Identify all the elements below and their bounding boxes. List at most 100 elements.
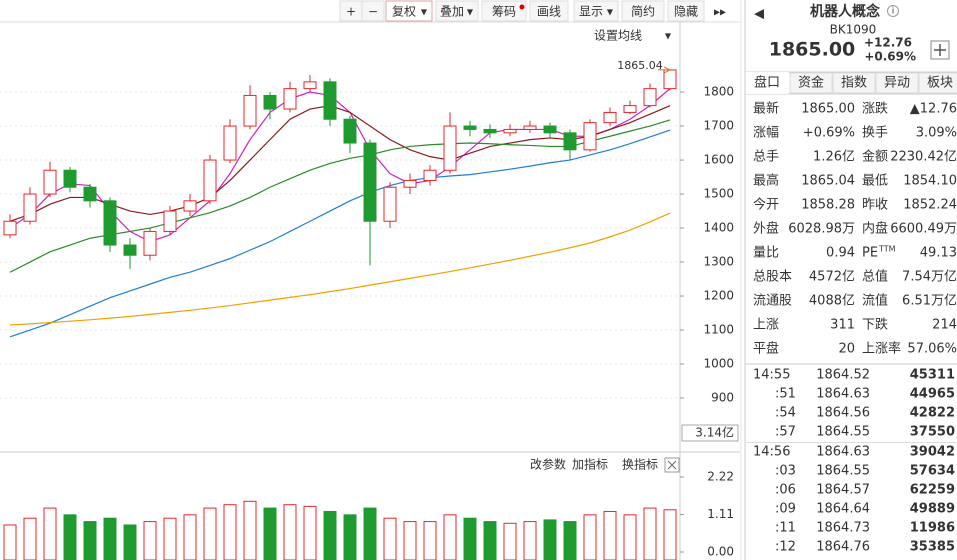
ma-settings[interactable]: 设置均线 — [594, 29, 642, 43]
field-label: 流通股 — [753, 294, 792, 309]
tab[interactable] — [832, 72, 876, 94]
tab-label[interactable]: 板块 — [927, 76, 953, 91]
field-value: +0.69% — [803, 126, 855, 141]
tab-label[interactable]: 异动 — [884, 76, 910, 91]
tab[interactable] — [789, 72, 833, 94]
dropdown-arrow: ▼ — [607, 8, 614, 17]
candle-body — [423, 169, 437, 181]
field-label: 内盘 — [862, 221, 888, 237]
field-label: 最新 — [753, 101, 779, 117]
indicator-menu[interactable]: 加指标 — [572, 457, 608, 472]
toolbar-button[interactable] — [481, 0, 527, 22]
toolbar-button[interactable] — [435, 0, 479, 22]
info-icon-glyph: i — [892, 7, 895, 17]
volume-bar — [563, 521, 577, 560]
quote-code: BK1090 — [830, 23, 877, 37]
indicator-menu[interactable]: 改参数 — [530, 457, 566, 472]
volume-bar — [243, 500, 257, 560]
trade-volume: 39042 — [910, 445, 955, 460]
toolbar-button[interactable] — [667, 0, 705, 22]
volume-chart: 改参数 加指标 换指标 0.00 1.11 2.22 — [3, 457, 734, 560]
volume-bar — [523, 521, 537, 560]
more-icon[interactable]: ▸▸ — [714, 5, 726, 19]
trade-price: 1864.64 — [816, 502, 870, 517]
field-label: 总值 — [862, 269, 888, 285]
tab-label[interactable]: 盘口 — [754, 75, 780, 91]
toolbar-label: 筹码 — [492, 5, 516, 19]
field-label: 最低 — [862, 174, 888, 189]
candle-body — [23, 193, 37, 222]
trade-volume: 37550 — [910, 425, 955, 440]
info-icon[interactable] — [887, 5, 899, 17]
trade-time: :51 — [775, 387, 796, 402]
trade-time: :12 — [775, 540, 796, 555]
field-label: 下跌 — [862, 317, 888, 333]
tab-selected[interactable] — [746, 72, 788, 94]
trade-price: 1864.63 — [816, 445, 870, 460]
trade-price: 1864.76 — [816, 540, 870, 555]
y-tick-label: 0.00 — [707, 545, 734, 559]
toolbar-label: + — [346, 5, 356, 19]
trade-volume: 49889 — [910, 502, 955, 517]
y-tick-label: 1000 — [703, 357, 734, 371]
field-label: 上涨率 — [862, 341, 901, 357]
field-value: 1865.00 — [801, 102, 855, 117]
y-tick-label: 1500 — [703, 187, 734, 201]
tab-label[interactable]: 资金 — [798, 75, 824, 91]
field-value: 1854.10 — [903, 174, 957, 189]
toolbar-label: 隐藏 — [674, 5, 698, 19]
toolbar-button[interactable] — [529, 0, 569, 22]
dropdown-arrow: ▼ — [467, 8, 474, 17]
candle-body — [263, 94, 277, 110]
candle-body — [643, 88, 657, 107]
field-label: 昨收 — [862, 198, 888, 213]
trade-volume: 45311 — [910, 368, 955, 383]
trade-price: 1864.73 — [816, 521, 870, 536]
y-tick-label: 2.22 — [707, 470, 734, 484]
field-value: 6600.49万 — [890, 222, 957, 237]
volume-bar — [403, 521, 417, 560]
y-tick-label: 1.11 — [707, 507, 734, 521]
prev-icon[interactable]: ◀ — [754, 7, 764, 22]
y-tick-label: 1800 — [703, 85, 734, 99]
volume-bar — [543, 519, 557, 560]
trade-time: 14:55 — [753, 368, 790, 383]
field-label: 上涨 — [753, 318, 779, 333]
volume-bar — [343, 514, 357, 560]
candle-body — [323, 81, 337, 120]
toolbar-button[interactable] — [361, 0, 385, 22]
tab-label[interactable]: 指数 — [841, 76, 867, 91]
moving-average-line — [9, 129, 671, 338]
candle-body — [43, 169, 57, 195]
candle-body — [123, 244, 137, 256]
quote-change: +12.76 — [864, 36, 912, 50]
field-value: 1852.24 — [903, 198, 957, 213]
indicator-menu[interactable]: 换指标 — [622, 457, 658, 472]
trade-price: 1864.57 — [816, 483, 870, 498]
candle-body — [283, 88, 297, 110]
trade-price: 1864.55 — [816, 464, 870, 479]
candle-body — [403, 179, 417, 188]
volume-bar — [103, 517, 117, 560]
candle-body — [243, 94, 257, 127]
toolbar-button[interactable] — [385, 0, 433, 22]
trade-volume: 11986 — [910, 521, 955, 536]
volume-bar — [23, 517, 37, 560]
trade-time: :09 — [775, 502, 796, 517]
toolbar-button[interactable] — [573, 0, 619, 22]
trade-price: 1864.56 — [816, 406, 870, 421]
candle-body — [163, 210, 177, 232]
candle-body — [83, 186, 97, 202]
candle-body — [543, 125, 557, 134]
field-value: 0.94 — [826, 246, 855, 261]
field-value: 214 — [932, 318, 957, 333]
toolbar-button[interactable] — [621, 0, 665, 22]
tab[interactable] — [918, 72, 957, 94]
trade-time: :11 — [775, 521, 796, 536]
candle-body — [443, 125, 457, 171]
field-label: PE — [862, 246, 878, 261]
field-value: 2230.42亿 — [890, 150, 957, 165]
trade-volume: 57634 — [910, 464, 955, 479]
field-value: 6.51万亿 — [902, 294, 957, 309]
tab[interactable] — [875, 72, 919, 94]
